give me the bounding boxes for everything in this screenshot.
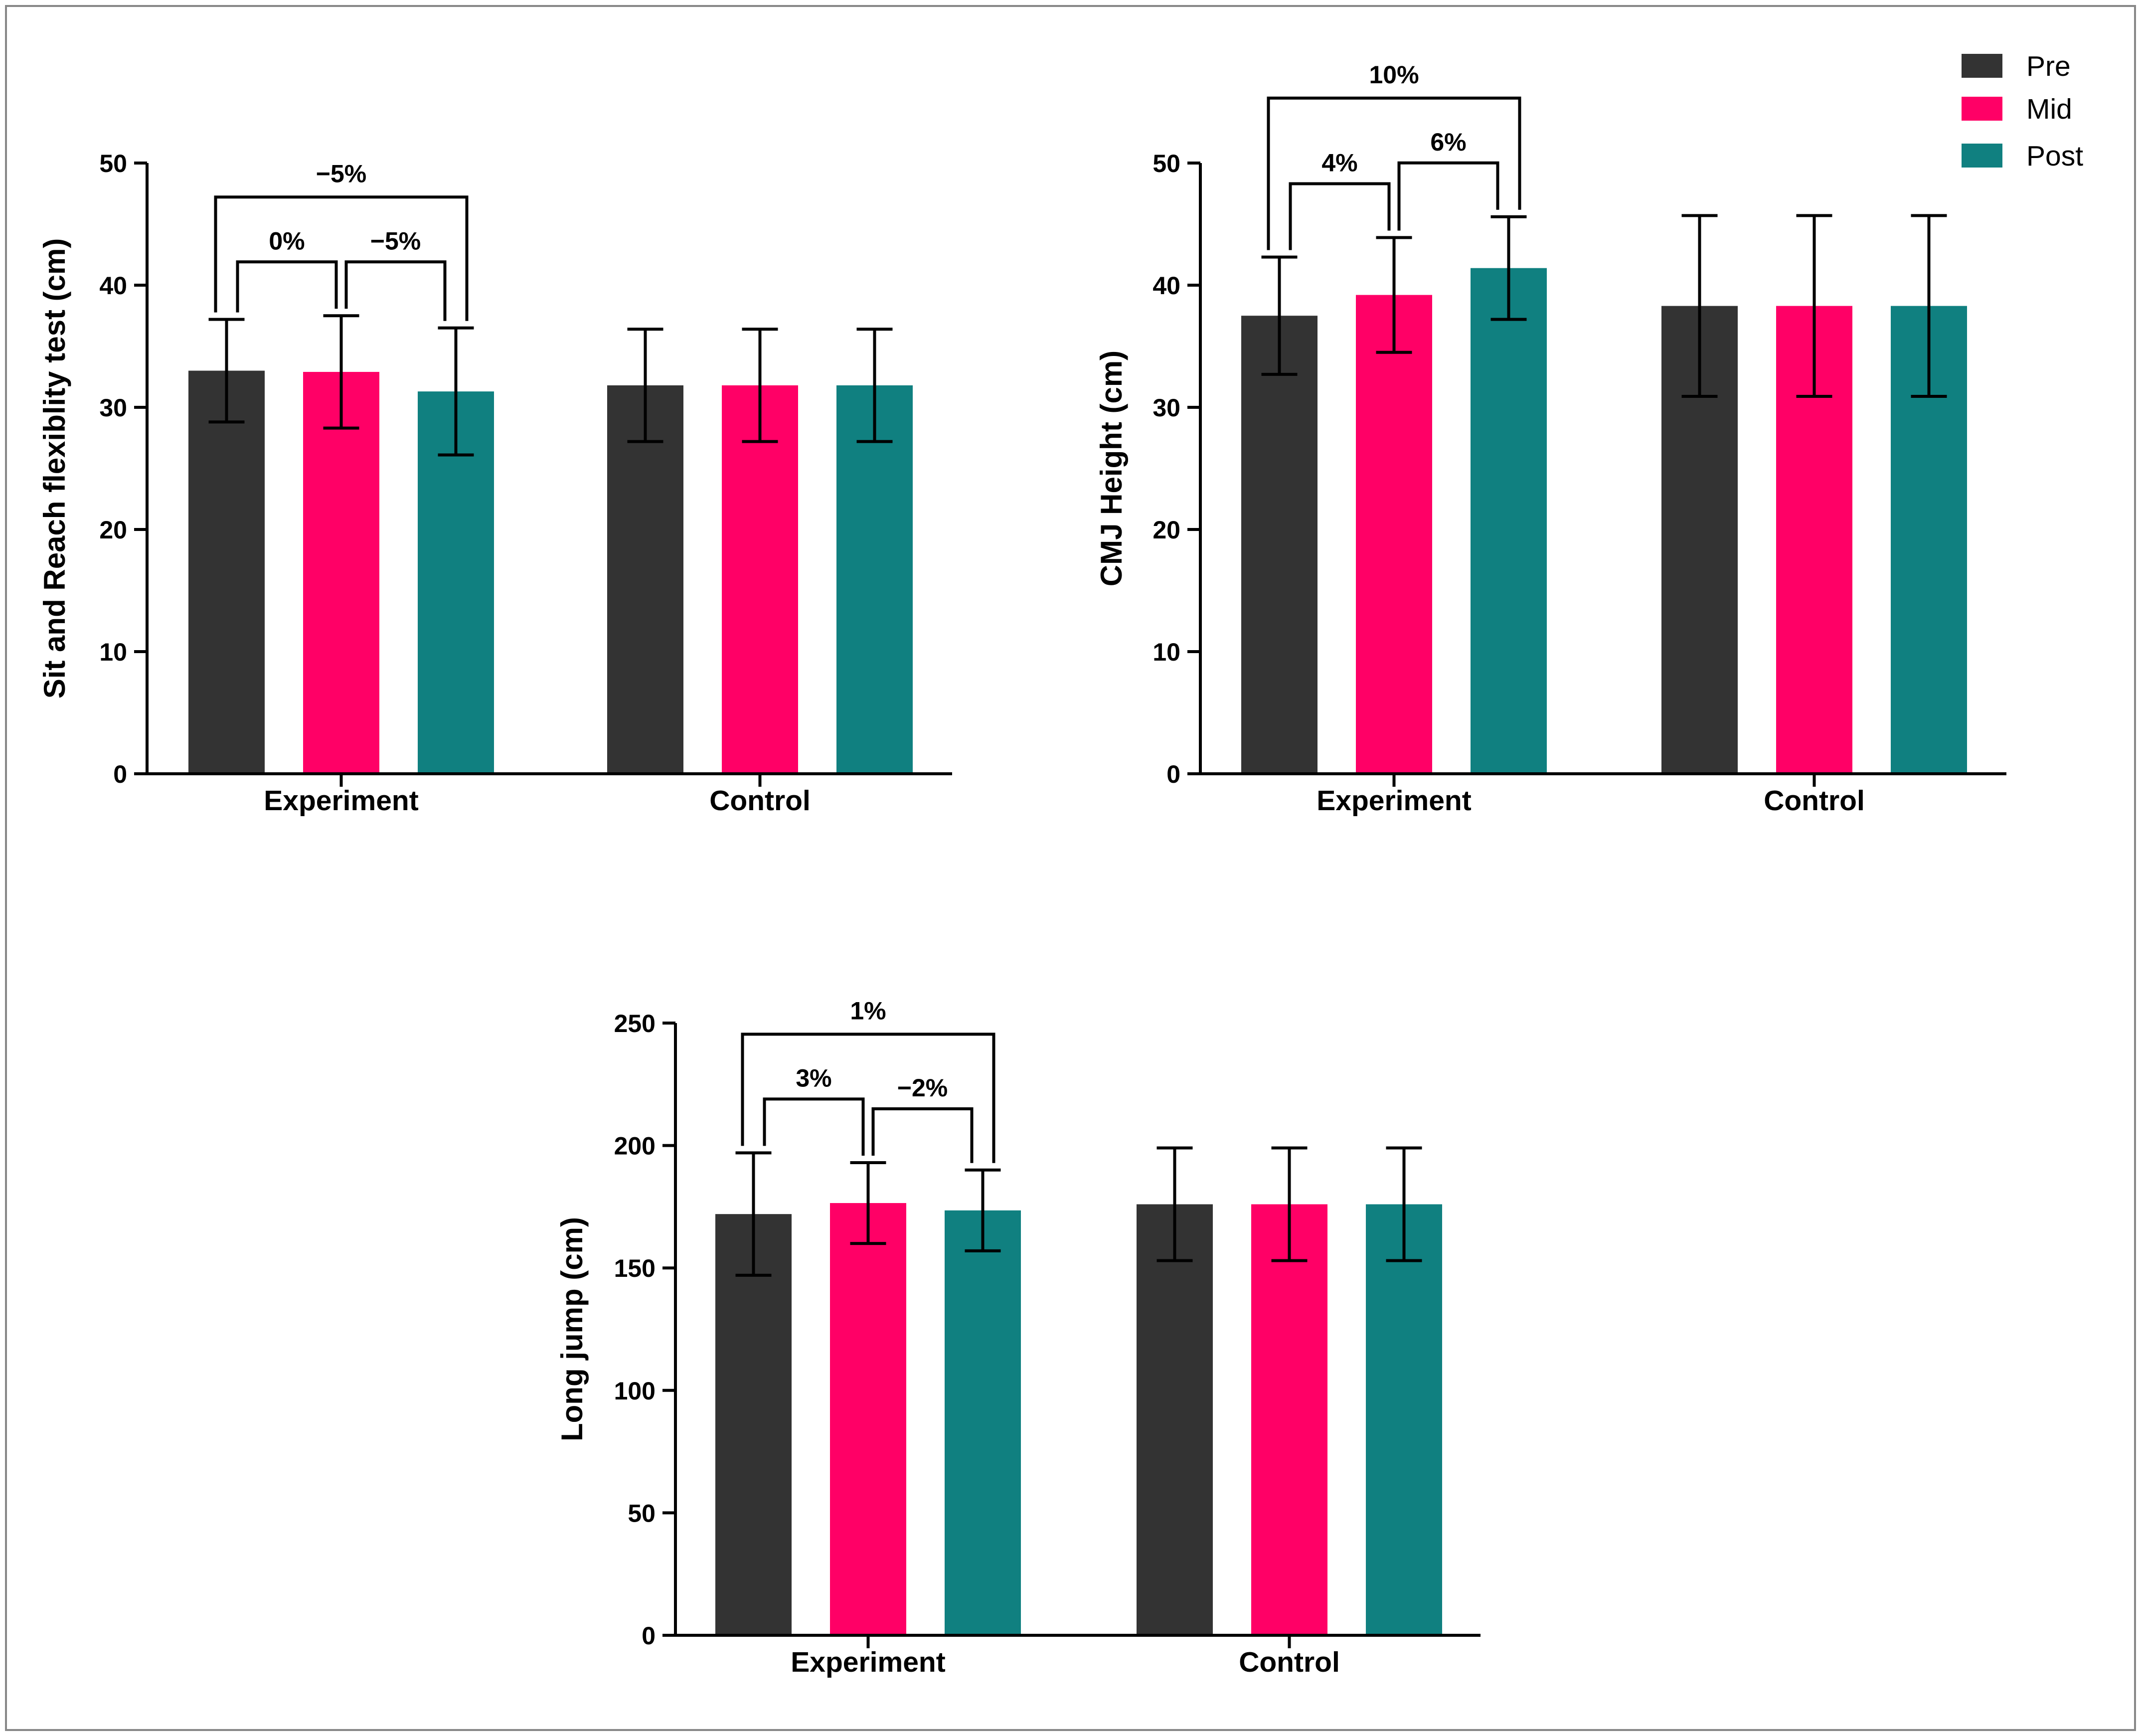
error-bar-pre-experiment — [735, 1151, 772, 1277]
percent-change-label: −2% — [897, 1074, 948, 1102]
significance-bracket — [236, 260, 338, 313]
y-tick-label: 100 — [614, 1377, 656, 1405]
bar-pre-control — [1137, 1204, 1213, 1635]
legend-swatch-post — [1962, 144, 2002, 168]
y-tick-label: 20 — [99, 516, 127, 544]
legend-label-mid: Mid — [2026, 93, 2072, 125]
error-bar-post-control — [1386, 1146, 1422, 1262]
y-tick-label: 0 — [113, 760, 127, 788]
bar-post-experiment — [945, 1210, 1021, 1635]
error-bar-pre-experiment — [208, 318, 245, 424]
y-tick-label: 20 — [1153, 516, 1180, 544]
significance-bracket-overall — [214, 195, 469, 321]
x-category-label: Experiment — [791, 1646, 945, 1678]
bar-pre-experiment — [715, 1214, 792, 1635]
significance-bracket — [1289, 182, 1391, 250]
bar-post-control — [1366, 1204, 1442, 1635]
x-category-label: Control — [1239, 1646, 1340, 1678]
percent-change-label: 4% — [1321, 149, 1357, 176]
bar-mid-experiment — [1356, 295, 1432, 774]
y-axis-label: CMJ Height (cm) — [1095, 350, 1128, 586]
y-tick-label: 40 — [99, 272, 127, 300]
y-tick-label: 50 — [1153, 150, 1180, 177]
error-bar-mid-control — [1271, 1146, 1308, 1262]
error-bar-post-experiment — [438, 326, 474, 457]
y-tick-label: 10 — [1153, 638, 1180, 666]
legend-label-pre: Pre — [2026, 50, 2071, 82]
legend-label-post: Post — [2026, 140, 2083, 172]
y-tick-label: 30 — [1153, 394, 1180, 422]
error-bar-mid-experiment — [323, 314, 359, 430]
bar-pre-experiment — [188, 370, 265, 774]
percent-change-label: −5% — [370, 227, 421, 255]
error-bar-mid-experiment — [850, 1161, 886, 1245]
significance-bracket — [1397, 161, 1499, 231]
y-tick-label: 250 — [614, 1010, 656, 1038]
bar-post-control — [836, 385, 913, 774]
significance-bracket-overall — [741, 1033, 995, 1163]
y-tick-label: 150 — [614, 1254, 656, 1282]
percent-change-label-overall: 1% — [850, 997, 886, 1025]
bar-pre-control — [607, 385, 683, 774]
y-tick-label: 30 — [99, 394, 127, 422]
legend-swatch-pre — [1962, 54, 2002, 78]
y-axis-label: Long jump (cm) — [555, 1217, 589, 1441]
error-bar-post-experiment — [965, 1168, 1001, 1252]
error-bar-mid-control — [1796, 214, 1832, 398]
error-bar-mid-control — [742, 328, 778, 443]
legend-swatch-mid — [1962, 97, 2002, 121]
percent-change-label: 3% — [796, 1064, 831, 1092]
percent-change-label-overall: −5% — [316, 160, 366, 187]
x-category-label: Control — [1764, 785, 1865, 817]
bar-post-experiment — [1471, 268, 1547, 774]
significance-bracket-overall — [1267, 96, 1521, 250]
error-bar-pre-control — [1156, 1146, 1193, 1262]
percent-change-label: 6% — [1430, 128, 1466, 156]
significance-bracket — [763, 1097, 865, 1156]
y-axis-label: Sit and Reach flexiblity test (cm) — [38, 238, 71, 699]
y-tick-label: 0 — [1166, 760, 1180, 788]
percent-change-label: 0% — [269, 227, 305, 255]
y-tick-label: 40 — [1153, 272, 1180, 300]
chart-cmj-height: 0 10 20 30 40 50 Experiment Control CMJ Height (… — [1095, 61, 2006, 817]
x-category-label: Control — [709, 785, 811, 817]
x-category-label: Experiment — [264, 785, 418, 817]
figure-frame — [5, 5, 2136, 1731]
percent-change-label-overall: 10% — [1369, 61, 1419, 89]
y-tick-label: 10 — [99, 638, 127, 666]
error-bar-pre-experiment — [1261, 255, 1298, 376]
chart-sit-and-reach: 0 10 20 30 40 50 Experiment Control Sit and Reac… — [38, 150, 952, 817]
bar-mid-control — [1251, 1204, 1327, 1635]
legend: Pre Mid Post — [1962, 50, 2083, 172]
x-category-label: Experiment — [1317, 785, 1471, 817]
y-tick-label: 0 — [642, 1622, 656, 1650]
y-tick-label: 50 — [628, 1499, 656, 1527]
error-bar-post-experiment — [1490, 215, 1527, 321]
y-tick-label: 50 — [99, 150, 127, 177]
error-bar-post-control — [856, 328, 893, 443]
chart-long-jump: 0 50 100 150 200 250 Experiment Control Long jum… — [555, 997, 1481, 1678]
error-bar-post-control — [1911, 214, 1947, 398]
significance-bracket — [871, 1107, 974, 1163]
bar-mid-experiment — [303, 371, 379, 774]
significance-bracket — [344, 260, 447, 321]
bar-mid-experiment — [830, 1203, 906, 1635]
error-bar-pre-control — [1681, 214, 1718, 398]
error-bar-pre-control — [627, 328, 663, 443]
bar-mid-control — [722, 385, 798, 774]
y-tick-label: 200 — [614, 1132, 656, 1160]
bar-pre-experiment — [1241, 316, 1318, 774]
error-bar-mid-experiment — [1376, 236, 1412, 354]
